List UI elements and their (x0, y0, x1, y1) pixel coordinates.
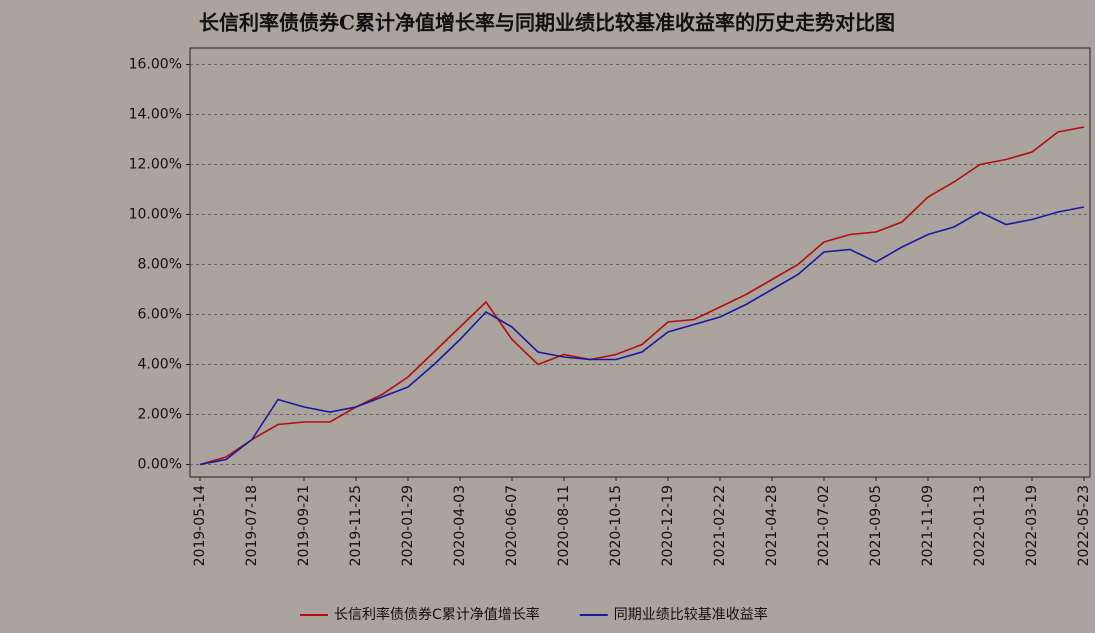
y-tick-label: 6.00% (138, 307, 182, 323)
legend-label: 长信利率债债券C累计净值增长率 (334, 606, 540, 623)
x-tick-label: 2019-09-21 (296, 485, 312, 566)
x-tick-label: 2020-08-11 (556, 485, 572, 566)
x-tick-label: 2022-01-13 (972, 485, 988, 566)
y-tick-label: 12.00% (129, 157, 182, 173)
x-tick-label: 2020-12-19 (660, 485, 676, 566)
x-tick-label: 2022-03-19 (1024, 485, 1040, 566)
series-line (199, 126, 1085, 466)
y-tick-label: 14.00% (129, 107, 182, 123)
y-tick-label: 8.00% (138, 257, 182, 273)
x-tick-label: 2022-05-23 (1076, 485, 1092, 566)
x-tick-label: 2021-07-02 (816, 485, 832, 566)
x-tick-label: 2021-02-22 (712, 485, 728, 566)
plot-frame (189, 47, 1091, 478)
x-tick-label: 2019-07-18 (244, 485, 260, 566)
y-tick-label: 4.00% (138, 357, 182, 373)
x-tick-label: 2019-05-14 (192, 485, 208, 566)
series-line (199, 206, 1085, 466)
legend-label: 同期业绩比较基准收益率 (614, 606, 768, 623)
x-tick-label: 2021-09-05 (868, 485, 884, 566)
y-tick-label: 10.00% (129, 207, 182, 223)
x-tick-label: 2020-10-15 (608, 485, 624, 566)
y-tick-label: 16.00% (129, 57, 182, 73)
x-tick-label: 2020-06-07 (504, 485, 520, 566)
chart-title: 长信利率债债券C累计净值增长率与同期业绩比较基准收益率的历史走势对比图 (199, 11, 895, 35)
x-tick-label: 2019-11-25 (348, 485, 364, 566)
x-tick-label: 2020-01-29 (400, 485, 416, 566)
y-tick-label: 2.00% (138, 407, 182, 423)
x-tick-label: 2020-04-03 (452, 485, 468, 566)
y-tick-label: 0.00% (138, 457, 182, 473)
x-tick-label: 2021-11-09 (920, 485, 936, 566)
x-tick-label: 2021-04-28 (764, 485, 780, 566)
